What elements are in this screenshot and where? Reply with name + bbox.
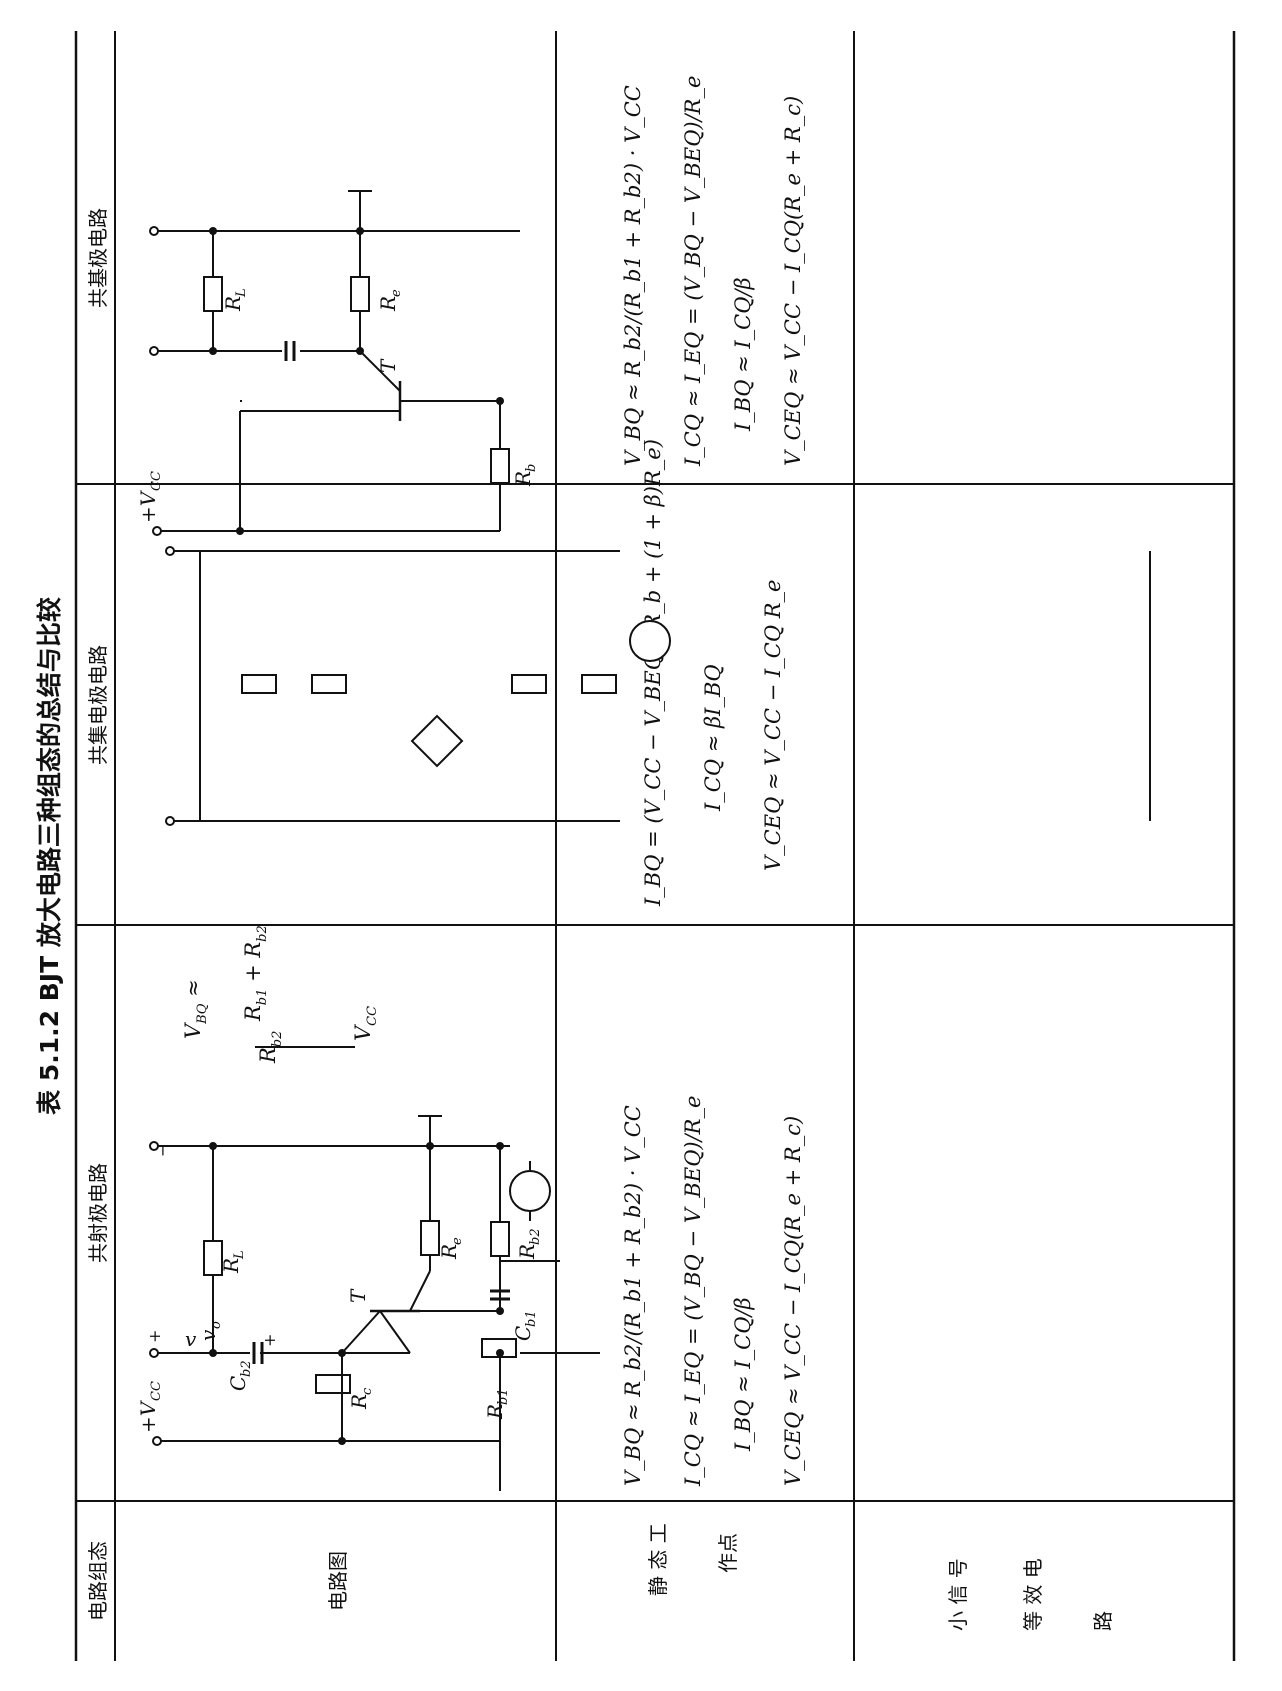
row-quiescent: 静 态 工 作点	[646, 1523, 740, 1596]
svg-text:R: R	[437, 1244, 461, 1260]
ce-formula-3: I_BQ ≈ I_CQ/β	[731, 1297, 755, 1452]
header-cc: 共集电极电路	[86, 645, 110, 765]
svg-text:路: 路	[1091, 1611, 1115, 1631]
svg-text:作点: 作点	[716, 1533, 740, 1573]
svg-text:b: b	[524, 464, 539, 472]
svg-text:+V: +V	[136, 1399, 160, 1433]
svg-text:+: +	[260, 1334, 279, 1347]
cb-formula-4: V_CEQ ≈ V_CC − I_CQ(R_e + R_c)	[781, 96, 805, 466]
svg-text:v: v	[185, 1327, 197, 1351]
ce-formula-4: V_CEQ ≈ V_CC − I_CQ(R_e + R_c)	[781, 1116, 805, 1486]
svg-text:T: T	[376, 358, 400, 373]
svg-text:L: L	[234, 288, 249, 298]
svg-text:R: R	[221, 296, 245, 312]
svg-text:CC: CC	[149, 1381, 164, 1401]
cb-formula-2: I_CQ ≈ I_EQ = (V_BQ − V_BEQ)/R_e	[681, 76, 705, 467]
svg-text:b2: b2	[239, 1360, 254, 1377]
svg-text:R: R	[347, 1394, 371, 1410]
svg-text:T: T	[346, 1288, 370, 1303]
table-grid	[74, 31, 1236, 1661]
ce-formula-1: V_BQ ≈ R_b2/(R_b1 + R_b2) · V_CC	[621, 1105, 645, 1486]
cc-formula-1: I_BQ = (V_CC − V_BEQ)/(R_b + (1 + β)R_e)	[641, 439, 665, 907]
ce-small-signal	[165, 546, 1151, 826]
svg-text:o: o	[209, 1321, 224, 1329]
quiescent-text: V_BQ ≈ R_b2/(R_b1 + R_b2) · V_CC I_CQ ≈ …	[621, 76, 805, 1487]
cc-formula-3: V_CEQ ≈ V_CC − I_CQ R_e	[761, 580, 785, 871]
ce-formula-2: I_CQ ≈ I_EQ = (V_BQ − V_BEQ)/R_e	[681, 1096, 705, 1487]
ce-quiescent: VBQ ≈ Rb2 Rb1 + Rb2 VCC	[181, 925, 380, 1064]
svg-text:v: v	[196, 1329, 220, 1341]
svg-text:VCC: VCC	[351, 1006, 380, 1041]
svg-text:b1: b1	[524, 1310, 539, 1327]
svg-text:L: L	[232, 1250, 247, 1260]
svg-text:R: R	[219, 1258, 243, 1274]
svg-text:R: R	[483, 1404, 507, 1420]
svg-text:c: c	[360, 1387, 375, 1395]
header-cb: 共基极电路	[86, 208, 110, 308]
svg-text:+V: +V	[136, 489, 160, 523]
header-ce: 共射极电路	[86, 1163, 110, 1263]
row-small-signal: 小 信 号 等 效 电 路	[946, 1558, 1115, 1631]
svg-text:e: e	[389, 289, 404, 297]
config-label: 电路组态	[86, 1541, 110, 1621]
svg-text:+: +	[145, 1330, 164, 1343]
svg-text:VBQ ≈: VBQ ≈	[181, 979, 210, 1039]
svg-text:静 态 工: 静 态 工	[646, 1523, 670, 1596]
svg-text:C: C	[511, 1326, 535, 1341]
svg-text:C: C	[226, 1376, 250, 1391]
cc-formula-2: I_CQ ≈ βI_BQ	[701, 664, 725, 812]
table-title: 表 5.1.2 BJT 放大电路三种组态的总结与比较	[35, 597, 64, 1115]
svg-text:小 信 号: 小 信 号	[946, 1558, 970, 1631]
cc-circuit: +VCC Rb T Re RL	[136, 190, 539, 536]
svg-text:−: −	[153, 1144, 172, 1157]
cb-formula-3: I_BQ ≈ I_CQ/β	[731, 277, 755, 432]
svg-text:e: e	[450, 1237, 465, 1245]
svg-text:Rb1 + Rb2: Rb1 + Rb2	[241, 925, 270, 1022]
svg-text:R: R	[515, 1244, 539, 1260]
svg-text:b1: b1	[496, 1388, 511, 1405]
svg-text:等 效 电: 等 效 电	[1021, 1558, 1045, 1631]
svg-text:CC: CC	[149, 471, 164, 491]
ce-circuit: +VCC Rc Rb1 Cb2 + + RL v vo	[136, 1115, 600, 1491]
row-circuit: 电路图	[326, 1551, 350, 1611]
svg-text:R: R	[511, 471, 535, 487]
cb-formula-1: V_BQ ≈ R_b2/(R_b1 + R_b2) · V_CC	[621, 85, 645, 466]
svg-text:R: R	[376, 296, 400, 312]
svg-text:b2: b2	[528, 1228, 543, 1245]
